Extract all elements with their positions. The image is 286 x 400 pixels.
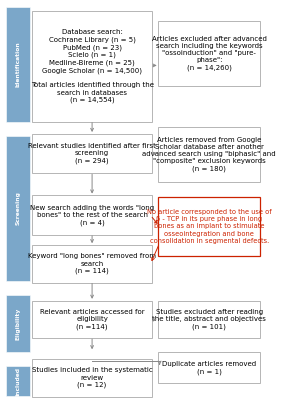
FancyBboxPatch shape <box>158 20 260 86</box>
Text: Screening: Screening <box>15 191 20 225</box>
FancyBboxPatch shape <box>33 134 152 174</box>
FancyBboxPatch shape <box>158 300 260 338</box>
Text: Duplicate articles removed
(n = 1): Duplicate articles removed (n = 1) <box>162 361 256 374</box>
Text: New search adding the words "long
bones" to the rest of the search
(n = 4): New search adding the words "long bones"… <box>30 205 154 226</box>
Text: Eligibility: Eligibility <box>15 307 20 340</box>
FancyBboxPatch shape <box>33 11 152 122</box>
FancyBboxPatch shape <box>158 352 260 383</box>
FancyBboxPatch shape <box>33 245 152 283</box>
Text: Included: Included <box>15 366 20 396</box>
Text: Studies included in the systematic
review
(n = 12): Studies included in the systematic revie… <box>32 367 152 388</box>
FancyBboxPatch shape <box>33 359 152 397</box>
FancyBboxPatch shape <box>158 196 260 256</box>
Text: Articles removed from Google
Scholar database after another
advanced search usin: Articles removed from Google Scholar dat… <box>142 137 276 172</box>
Text: Relevant studies identified after first
screening
(n = 294): Relevant studies identified after first … <box>28 143 156 164</box>
Text: Articles excluded after advanced
search including the keywords
"ossoinduction" a: Articles excluded after advanced search … <box>152 36 267 71</box>
Text: Studies excluded after reading
the title, abstract and objectives
(n = 101): Studies excluded after reading the title… <box>152 309 266 330</box>
Text: No article corresponded to the use of
β - TCP in its pure phase in long
bones as: No article corresponded to the use of β … <box>147 209 272 244</box>
FancyBboxPatch shape <box>33 300 152 338</box>
Text: Database search:
Cochrane Library (n = 5)
PubMed (n = 23)
Scielo (n = 1)
Medline: Database search: Cochrane Library (n = 5… <box>31 29 154 103</box>
FancyBboxPatch shape <box>6 7 30 122</box>
FancyBboxPatch shape <box>6 366 30 396</box>
FancyBboxPatch shape <box>6 295 30 352</box>
Text: Keyword "long bones" removed from
search
(n = 114): Keyword "long bones" removed from search… <box>28 253 156 274</box>
FancyBboxPatch shape <box>158 127 260 182</box>
FancyBboxPatch shape <box>33 195 152 235</box>
Text: Relevant articles accessed for
eligibility
(n =114): Relevant articles accessed for eligibili… <box>40 309 144 330</box>
Text: Identification: Identification <box>15 41 20 87</box>
FancyBboxPatch shape <box>6 136 30 281</box>
